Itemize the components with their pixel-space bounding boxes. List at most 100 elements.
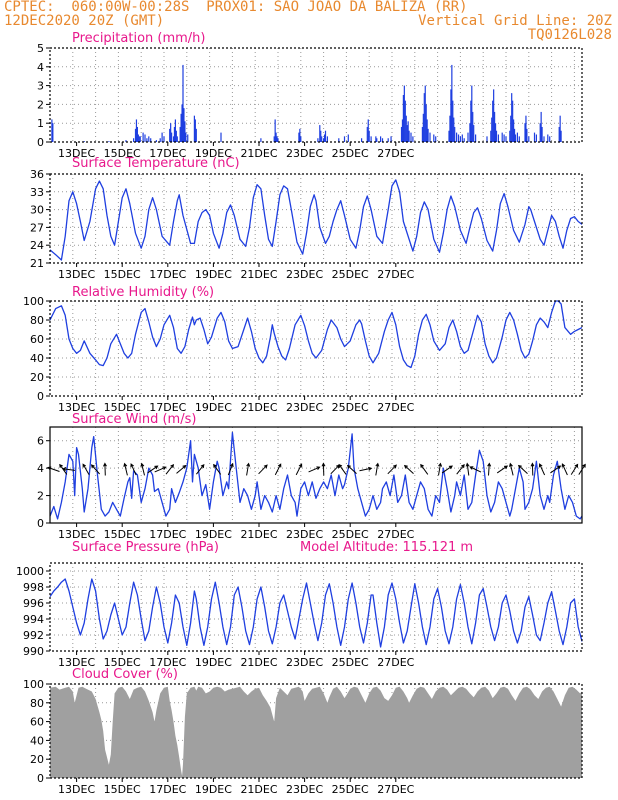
precip-bar — [138, 136, 140, 142]
precip-bar — [426, 119, 428, 142]
y-tick-label: 4 — [37, 462, 44, 475]
precip-bar — [407, 121, 409, 142]
x-tick-label: 17DEC — [149, 656, 186, 669]
y-tick-label: 6 — [37, 435, 44, 448]
y-tick-label: 30 — [30, 204, 44, 217]
x-tick-label: 23DEC — [286, 147, 323, 160]
y-tick-label: 0 — [37, 517, 44, 530]
x-tick-label: 15DEC — [104, 268, 141, 281]
x-tick-label: 15DEC — [104, 401, 141, 414]
x-tick-label: 13DEC — [58, 656, 95, 669]
wind-arrow — [438, 462, 443, 476]
precip-bar — [475, 134, 477, 142]
precip-bar — [491, 117, 493, 142]
precip-bar — [422, 113, 424, 142]
precip-bar — [299, 128, 301, 142]
precip-bar — [402, 95, 404, 142]
wind-arrow — [387, 464, 397, 475]
x-tick-label: 15DEC — [104, 783, 141, 796]
cloud-panel: 0 20 40 60 80 100 13DEC 15DEC 17DEC 19DEC 21DEC 23D… — [23, 667, 583, 796]
wind-arrow — [538, 463, 546, 476]
x-tick-label: 25DEC — [332, 656, 369, 669]
precip-bar — [535, 134, 537, 142]
precip-bar — [161, 132, 163, 142]
temperature-panel: 21 24 27 30 33 36 13DEC 15DEC 17DEC 19DEC 21DEC 23D… — [30, 156, 583, 281]
precip-bar — [319, 125, 321, 142]
precip-bar — [543, 136, 545, 142]
precip-bar — [338, 138, 340, 142]
precip-bar — [173, 126, 176, 142]
precip-bar — [461, 134, 463, 142]
y-tick-label: 100 — [23, 295, 44, 308]
precip-bar — [469, 123, 471, 142]
precip-bar — [174, 119, 176, 142]
precip-bar — [183, 108, 185, 142]
y-tick-label: 80 — [30, 314, 44, 327]
precip-bar — [471, 85, 473, 142]
x-tick-label: 23DEC — [286, 268, 323, 281]
precip-bar — [540, 111, 542, 142]
pressure-panel: 990 992 994 996 998 1000 13DEC 15DEC 17DEC 19DEC 2… — [16, 540, 583, 669]
y-tick-label: 36 — [30, 168, 44, 181]
humidity-panel: 0 20 40 60 80 100 13DEC 15DEC 17DEC 19DEC 21DEC 23D… — [23, 285, 583, 414]
wind-arrow — [147, 465, 159, 474]
precip-bar — [220, 132, 222, 142]
humidity-line — [49, 300, 583, 369]
precip-bar — [453, 117, 455, 142]
wind-arrow — [227, 462, 234, 476]
precip-bar — [451, 64, 453, 142]
precip-bar — [366, 126, 368, 142]
precip-bar — [406, 125, 408, 142]
x-tick-label: 23DEC — [286, 401, 323, 414]
x-tick-label: 17DEC — [149, 147, 186, 160]
wind-panel: 0 2 4 6 13DEC 15DEC 17DEC 19DEC 21DEC 23DEC 25DEC 2… — [37, 412, 586, 541]
precip-bar — [298, 132, 300, 142]
precip-bar — [467, 132, 469, 142]
precip-bar — [273, 136, 275, 142]
precip-bar — [367, 119, 369, 142]
wind-arrow — [456, 463, 465, 475]
precip-bar — [133, 138, 135, 142]
wind-arrow — [338, 463, 347, 475]
x-tick-label: 13DEC — [58, 401, 95, 414]
precip-bar — [452, 100, 454, 142]
precip-bar — [423, 93, 425, 142]
wind-arrow — [176, 464, 187, 474]
precip-bar — [347, 134, 349, 142]
precip-bar — [276, 136, 278, 142]
precip-bar — [513, 119, 515, 142]
precip-bar — [148, 136, 150, 142]
precip-bar — [448, 130, 450, 142]
y-tick-label: 27 — [30, 221, 44, 234]
precip-bar — [180, 113, 182, 142]
precip-bar — [405, 115, 407, 142]
precip-bar — [51, 119, 53, 142]
y-tick-label: 20 — [30, 371, 44, 384]
y-tick-label: 33 — [30, 186, 44, 199]
humidity-title: Relative Humidity (%) — [72, 285, 214, 300]
precip-bar — [274, 119, 276, 142]
wind-arrow — [165, 463, 175, 475]
x-tick-label: 25DEC — [332, 401, 369, 414]
precip-bar — [375, 136, 377, 142]
x-tick-label: 21DEC — [240, 147, 277, 160]
wind-arrow — [140, 462, 145, 476]
precip-bar — [277, 138, 279, 142]
wind-arrow — [465, 462, 470, 476]
precip-bar — [511, 93, 513, 142]
precip-bar — [108, 141, 110, 142]
precip-bar — [195, 128, 197, 142]
x-tick-label: 19DEC — [195, 401, 232, 414]
wind-arrow — [62, 467, 75, 471]
precip-bar — [547, 134, 549, 142]
precip-bar — [139, 136, 141, 142]
precip-bar — [169, 128, 171, 142]
precip-bar — [323, 138, 325, 142]
wind-arrow — [154, 466, 167, 473]
x-tick-label: 25DEC — [332, 147, 369, 160]
x-tick-label: 19DEC — [195, 528, 232, 541]
x-tick-label: 19DEC — [195, 147, 232, 160]
header-model-id: TQ0126L028 — [527, 27, 612, 43]
precip-bar — [539, 123, 541, 142]
x-tick-label: 15DEC — [104, 528, 141, 541]
